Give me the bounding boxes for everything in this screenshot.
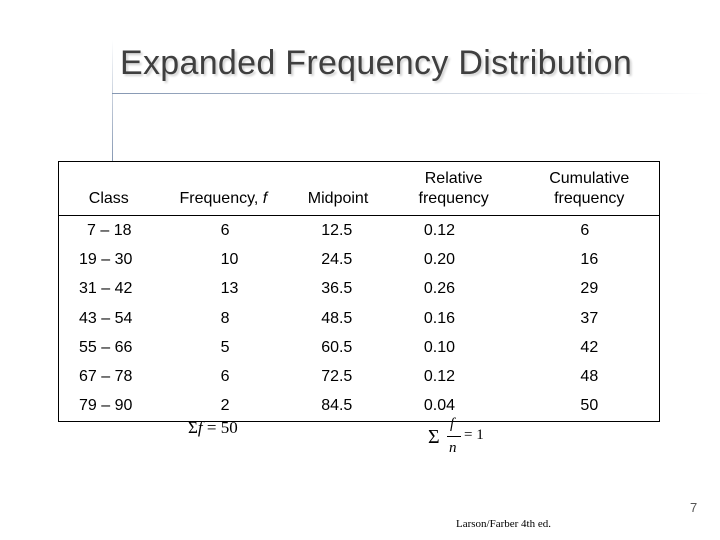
cell-relative: 0.12 bbox=[423, 368, 456, 386]
header-frequency: Frequency, f bbox=[159, 162, 289, 216]
cell-relative: 0.12 bbox=[423, 221, 456, 239]
header-relative-line1: Relative bbox=[424, 170, 483, 187]
cell-frequency: 2 bbox=[220, 397, 230, 415]
cell-cumulative: 37 bbox=[580, 309, 599, 327]
cell-cumulative: 42 bbox=[580, 338, 599, 356]
cell-class: 31 – 42 bbox=[79, 280, 133, 298]
cell-frequency: 6 bbox=[220, 221, 230, 239]
cell-cumulative: 16 bbox=[580, 250, 599, 268]
table-row: 55 – 66 5 60.5 0.10 42 bbox=[59, 333, 660, 362]
cell-class: 79 – 90 bbox=[79, 397, 133, 415]
cell-frequency: 13 bbox=[220, 280, 239, 298]
sum-sigma: Σ bbox=[188, 418, 198, 437]
cell-frequency: 8 bbox=[220, 309, 230, 327]
table-row: 19 – 30 10 24.5 0.20 16 bbox=[59, 245, 660, 274]
cell-cumulative: 6 bbox=[580, 221, 590, 239]
cell-midpoint: 84.5 bbox=[321, 397, 353, 415]
header-cumulative-line1: Cumulative bbox=[549, 170, 630, 187]
table-row: 67 – 78 6 72.5 0.12 48 bbox=[59, 362, 660, 391]
source-credit: Larson/Farber 4th ed. bbox=[456, 518, 551, 530]
cell-cumulative: 29 bbox=[580, 280, 599, 298]
cell-class: 67 – 78 bbox=[79, 368, 133, 386]
header-relative-line2: frequency bbox=[418, 190, 489, 207]
cell-relative: 0.04 bbox=[423, 397, 456, 415]
formula-numerator: f bbox=[450, 416, 455, 432]
header-frequency-label: Frequency, bbox=[179, 190, 263, 207]
page-number: 7 bbox=[690, 500, 698, 515]
cell-class: 55 – 66 bbox=[79, 338, 133, 356]
cell-frequency: 10 bbox=[220, 250, 239, 268]
slide-title: Expanded Frequency Distribution bbox=[120, 44, 633, 82]
cell-frequency: 5 bbox=[220, 338, 230, 356]
title-accent-horizontal-line bbox=[112, 93, 710, 94]
cell-midpoint: 36.5 bbox=[321, 280, 353, 298]
cell-relative: 0.20 bbox=[423, 250, 456, 268]
sum-value: = 50 bbox=[202, 418, 238, 437]
cell-midpoint: 72.5 bbox=[321, 368, 353, 386]
formula-result: = 1 bbox=[464, 427, 484, 443]
table-header-row: Class Frequency, f Midpoint Relative freq… bbox=[58, 162, 660, 216]
cell-midpoint: 24.5 bbox=[321, 250, 353, 268]
cell-midpoint: 48.5 bbox=[321, 309, 353, 327]
header-class: Class bbox=[88, 190, 129, 207]
table-row: 7 – 18 6 12.5 0.12 6 bbox=[59, 216, 660, 246]
cell-class: 43 – 54 bbox=[79, 309, 133, 327]
cell-midpoint: 12.5 bbox=[321, 221, 353, 239]
header-frequency-var: f bbox=[262, 190, 268, 207]
table-row: 43 – 54 8 48.5 0.16 37 bbox=[59, 304, 660, 333]
cell-relative: 0.26 bbox=[423, 280, 456, 298]
cell-class: 7 – 18 bbox=[87, 221, 132, 239]
cell-frequency: 6 bbox=[220, 368, 230, 386]
sum-of-frequencies: Σf = 50 bbox=[188, 418, 238, 438]
header-cumulative-line2: frequency bbox=[554, 190, 625, 207]
frequency-distribution-table: Class Frequency, f Midpoint Relative freq… bbox=[58, 161, 660, 423]
header-midpoint: Midpoint bbox=[307, 190, 369, 207]
title-accent-vertical-line bbox=[112, 40, 113, 162]
header-relative-frequency: Relative frequency bbox=[388, 162, 520, 216]
cell-cumulative: 48 bbox=[580, 368, 599, 386]
formula-sigma: Σ bbox=[428, 426, 440, 448]
table-row: 31 – 42 13 36.5 0.26 29 bbox=[59, 275, 660, 304]
formula-fraction-bar bbox=[447, 436, 461, 437]
formula-denominator: n bbox=[449, 440, 457, 456]
header-cumulative-frequency: Cumulative frequency bbox=[519, 162, 659, 216]
sum-var-f: f bbox=[197, 418, 203, 437]
cell-cumulative: 50 bbox=[580, 397, 599, 415]
cell-relative: 0.10 bbox=[423, 338, 456, 356]
table-row: 79 – 90 2 84.5 0.04 50 bbox=[59, 392, 660, 422]
cell-relative: 0.16 bbox=[423, 309, 456, 327]
cell-midpoint: 60.5 bbox=[321, 338, 353, 356]
cell-class: 19 – 30 bbox=[79, 250, 133, 268]
sum-of-relative-frequencies: Σ f n = 1 bbox=[428, 416, 498, 460]
